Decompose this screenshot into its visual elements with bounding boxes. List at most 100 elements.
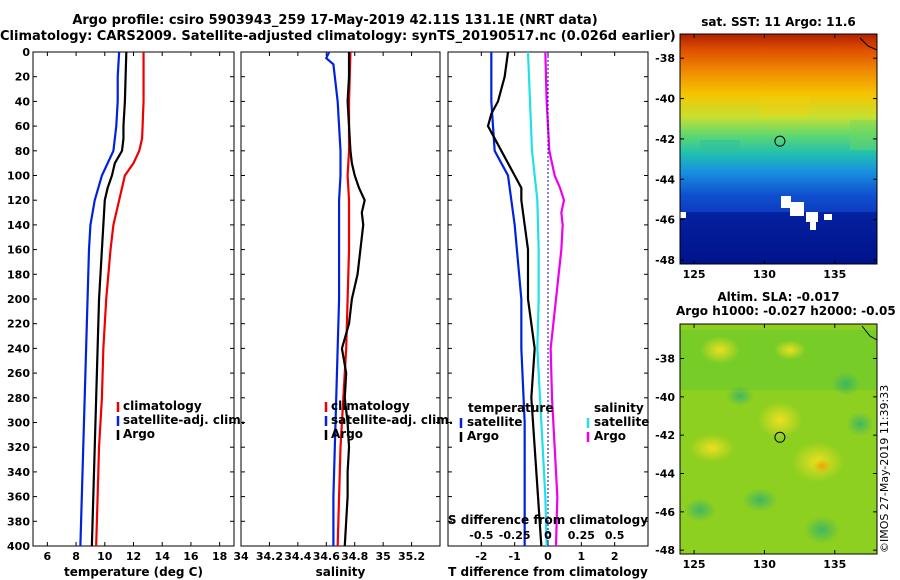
map-y-tick-label: -46 [655, 214, 675, 227]
depth-tick-label: 100 [7, 170, 30, 183]
legend-title-temperature: temperature [468, 401, 553, 415]
x-tick-label: 6 [44, 550, 52, 563]
map-x-tick-label: 130 [753, 558, 776, 571]
map-y-tick-label: -48 [655, 254, 675, 267]
x-tick-label: 16 [183, 550, 199, 563]
depth-tick-label: 180 [7, 268, 30, 281]
series-line-argo [90, 51, 128, 547]
difference-panel: -2 -1 0 1 2 T difference from climatology temp… [447, 51, 649, 579]
s-tick-label: -0.25 [499, 529, 531, 542]
legend-label: Argo [123, 427, 155, 441]
series-line-s-argo [544, 51, 566, 547]
depth-tick-label: 40 [15, 95, 31, 108]
sst-missing-data [781, 196, 791, 208]
series-line-t-argo [486, 51, 543, 547]
depth-tick-label: 160 [7, 244, 30, 257]
depth-tick-label: 20 [15, 71, 31, 84]
figure-title-line2: Climatology: CARS2009. Satellite-adjuste… [0, 29, 676, 44]
x-tick-label: 0 [544, 550, 552, 563]
depth-tick-label: 200 [7, 293, 30, 306]
series-line-satellite-adj.-clim. [79, 51, 121, 547]
sla-map-frame [679, 323, 878, 555]
x-tick-label: 34.8 [341, 550, 368, 563]
sla-map-title: Altim. SLA: -0.017 [717, 290, 840, 304]
depth-tick-label: 380 [7, 515, 30, 528]
sla-patches [680, 330, 877, 544]
sst-map-frame [679, 33, 878, 265]
depth-tick-label: 360 [7, 491, 30, 504]
s-axis-label: S difference from climatology [448, 513, 648, 527]
map-y-tick-label: -46 [655, 506, 675, 519]
legend-title-salinity: salinity [594, 401, 644, 415]
series-line-climatology [95, 52, 145, 547]
legend-label: climatology [331, 399, 410, 413]
depth-tick-label: 340 [7, 466, 30, 479]
sst-map: 125 130 135 -38 -40 -42 -44 -46 -48 [655, 33, 878, 281]
legend-label: satellite-adj. clim. [331, 413, 453, 427]
x-tick-label: 34.6 [313, 550, 340, 563]
x-tick-label: 1 [578, 550, 586, 563]
depth-tick-label: 320 [7, 441, 30, 454]
x-tick-label: 12 [126, 550, 141, 563]
figure-title-line1: Argo profile: csiro 5903943_259 17-May-2… [72, 13, 598, 28]
x-tick-label: -2 [475, 550, 487, 563]
map-x-tick-label: 125 [683, 558, 706, 571]
x-axis-label: salinity [316, 565, 366, 579]
sla-map: 125 130 135 -38 -40 -42 -44 -46 -48 [655, 323, 878, 571]
x-tick-label: 2 [611, 550, 619, 563]
x-tick-label: 35 [375, 550, 390, 563]
legend-label: climatology [123, 399, 202, 413]
map-y-tick-label: -44 [655, 173, 675, 186]
temperature-panel: 0 20 40 60 80 100 120 140 160 180 200 220 240 260 280 3… [7, 46, 245, 579]
map-x-tick-label: 135 [823, 558, 846, 571]
legend-label: Argo [331, 427, 363, 441]
depth-tick-label: 80 [15, 145, 31, 158]
map-y-tick-label: -40 [655, 391, 675, 404]
x-tick-label: 14 [155, 550, 171, 563]
argo-location-marker [774, 431, 786, 443]
x-tick-label: 35.2 [398, 550, 425, 563]
legend-label: Argo [594, 429, 626, 443]
x-tick-label: 18 [212, 550, 227, 563]
series-line-argo [340, 52, 366, 547]
x-axis-label: T difference from climatology [448, 565, 648, 579]
x-tick-label: 10 [97, 550, 113, 563]
map-y-tick-label: -40 [655, 93, 675, 106]
depth-tick-label: 140 [7, 219, 30, 232]
legend-label: satellite-adj. clim. [123, 413, 245, 427]
sst-map-title: sat. SST: 11 Argo: 11.6 [701, 15, 856, 29]
sla-map-subtitle: Argo h1000: -0.027 h2000: -0.05 [676, 304, 896, 318]
depth-tick-label: 400 [7, 540, 30, 553]
depth-tick-label: 280 [7, 392, 30, 405]
series-line-s-satellite [526, 51, 548, 547]
depth-tick-label: 0 [22, 46, 30, 59]
map-x-tick-label: 125 [683, 268, 706, 281]
depth-tick-label: 60 [15, 120, 31, 133]
x-tick-label: 34.4 [284, 550, 311, 563]
legend-label: satellite [594, 415, 649, 429]
sst-patches [680, 96, 877, 264]
x-tick-label: 34.2 [256, 550, 283, 563]
legend-label: satellite [467, 415, 522, 429]
depth-tick-label: 120 [7, 194, 30, 207]
s-tick-label: 0.25 [568, 529, 595, 542]
s-tick-label: 0.5 [605, 529, 625, 542]
map-x-tick-label: 135 [823, 268, 846, 281]
s-tick-label: -0.5 [469, 529, 493, 542]
x-tick-label: 8 [72, 550, 80, 563]
map-y-tick-label: -42 [655, 133, 675, 146]
legend-label: Argo [467, 429, 499, 443]
map-y-tick-label: -38 [655, 52, 675, 65]
map-y-tick-label: -38 [655, 353, 675, 366]
map-x-tick-label: 130 [753, 268, 776, 281]
coastline [859, 37, 878, 51]
salinity-panel: 34 34.2 34.4 34.6 34.8 35 35.2 salinity climatol… [233, 51, 453, 579]
temperature-panel-frame [32, 51, 235, 547]
map-y-tick-label: -44 [655, 468, 675, 481]
map-y-tick-label: -42 [655, 429, 675, 442]
series-line-satellite-adj.-clim. [324, 51, 342, 546]
depth-tick-label: 240 [7, 342, 30, 355]
s-tick-label: 0 [544, 529, 552, 542]
x-axis-label: temperature (deg C) [64, 565, 203, 579]
